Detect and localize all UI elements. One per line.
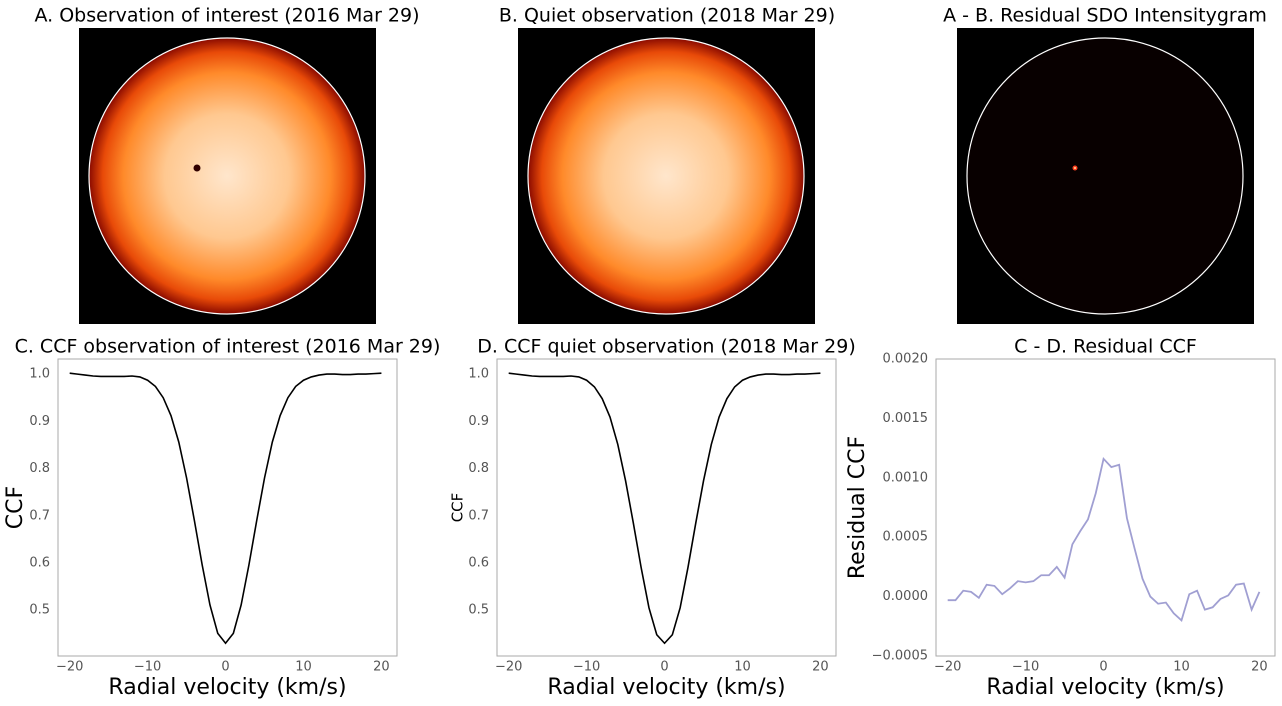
y-tick-label: 0.5 bbox=[468, 603, 489, 618]
y-tick-label: 0.0020 bbox=[883, 352, 929, 367]
y-axis-label: Residual CCF bbox=[845, 436, 870, 579]
plot-frame bbox=[496, 358, 837, 657]
x-tick-label: −20 bbox=[56, 660, 83, 675]
x-tick-label: −20 bbox=[495, 660, 522, 675]
x-tick-label: 20 bbox=[373, 660, 390, 675]
panel-title: D. CCF quiet observation (2018 Mar 29) bbox=[477, 336, 855, 358]
x-tick-label: 20 bbox=[812, 660, 829, 675]
y-tick-label: 0.0000 bbox=[883, 589, 929, 604]
panel-title: C. CCF observation of interest (2016 Mar… bbox=[15, 336, 441, 358]
y-tick-label: −0.0005 bbox=[872, 649, 928, 664]
y-tick-label: 0.9 bbox=[468, 414, 489, 429]
y-tick-label: 1.0 bbox=[468, 367, 489, 382]
y-tick-label: 0.6 bbox=[29, 555, 50, 570]
x-axis-label: Radial velocity (km/s) bbox=[108, 675, 346, 700]
x-tick-label: 0 bbox=[660, 660, 668, 675]
y-tick-label: 0.7 bbox=[29, 508, 50, 523]
line bbox=[947, 456, 1261, 622]
x-tick-label: 10 bbox=[1173, 660, 1190, 675]
panel-title: A - B. Residual SDO Intensitygram bbox=[943, 5, 1267, 27]
x-axis-label: Radial velocity (km/s) bbox=[547, 675, 785, 700]
x-tick-label: 10 bbox=[295, 660, 312, 675]
image-c bbox=[957, 28, 1254, 324]
x-tick-label: 20 bbox=[1251, 660, 1268, 675]
plot-frame bbox=[57, 358, 398, 657]
line bbox=[508, 372, 821, 645]
x-tick-label: −20 bbox=[934, 660, 961, 675]
y-tick-label: 0.0010 bbox=[883, 470, 929, 485]
y-tick-label: 0.8 bbox=[468, 461, 489, 476]
x-tick-label: 10 bbox=[734, 660, 751, 675]
x-tick-label: −10 bbox=[134, 660, 161, 675]
x-axis-label: Radial velocity (km/s) bbox=[986, 675, 1224, 700]
x-tick-label: −10 bbox=[1012, 660, 1039, 675]
panel-title: C - D. Residual CCF bbox=[1014, 336, 1197, 358]
y-tick-label: 0.0005 bbox=[883, 530, 929, 545]
y-tick-label: 0.8 bbox=[29, 461, 50, 476]
line bbox=[69, 372, 382, 645]
plot-frame bbox=[935, 358, 1276, 657]
y-tick-label: 0.0015 bbox=[883, 411, 929, 426]
x-tick-label: 0 bbox=[1099, 660, 1107, 675]
y-tick-label: 0.9 bbox=[29, 414, 50, 429]
panel-title: A. Observation of interest (2016 Mar 29) bbox=[34, 5, 419, 27]
panel-title: B. Quiet observation (2018 Mar 29) bbox=[499, 5, 835, 27]
x-tick-label: −10 bbox=[573, 660, 600, 675]
y-tick-label: 1.0 bbox=[29, 367, 50, 382]
y-axis-label: CCF bbox=[449, 493, 467, 523]
y-tick-label: 0.7 bbox=[468, 508, 489, 523]
y-tick-label: 0.5 bbox=[29, 603, 50, 618]
y-tick-label: 0.6 bbox=[468, 555, 489, 570]
x-tick-label: 0 bbox=[221, 660, 229, 675]
image-a bbox=[79, 28, 376, 324]
image-b bbox=[518, 28, 815, 324]
y-axis-label: CCF bbox=[3, 486, 28, 529]
